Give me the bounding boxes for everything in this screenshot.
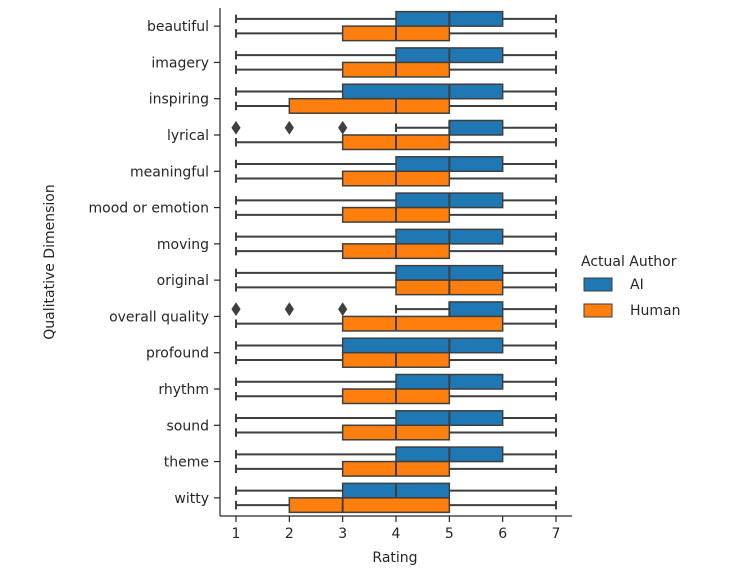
box-theme-human (235, 460, 557, 477)
y-tick-label: rhythm (158, 382, 209, 398)
iqr-box (341, 315, 504, 332)
y-tick-label: inspiring (149, 92, 209, 108)
box-lyrical-ai (231, 119, 557, 136)
box-profound-ai (235, 337, 557, 354)
x-axis-title: Rating (372, 550, 417, 566)
box-meaningful-human (235, 170, 557, 187)
box-sound-ai (235, 410, 557, 427)
y-tick-label: meaningful (130, 164, 209, 180)
box-original-human (235, 279, 557, 296)
y-axis-title: Qualitative Dimension (42, 184, 58, 339)
x-tick-label: 1 (232, 526, 241, 542)
legend-swatch-ai (583, 277, 613, 292)
y-tick-label: overall quality (109, 309, 209, 325)
flier-point (284, 120, 294, 135)
y-tick-label: original (157, 273, 209, 289)
x-tick-label: 5 (445, 526, 454, 542)
x-tick-label: 7 (552, 526, 561, 542)
x-tick-label: 4 (392, 526, 401, 542)
iqr-box (341, 337, 504, 354)
box-moving-human (235, 243, 557, 260)
x-tick-label: 3 (338, 526, 347, 542)
y-tick-label: beautiful (147, 19, 209, 35)
y-tick-label: mood or emotion (88, 201, 209, 217)
box-profound-human (235, 351, 557, 368)
box-witty-ai (235, 482, 557, 499)
box-mood-or-emotion-ai (235, 192, 557, 209)
box-rhythm-human (235, 388, 557, 405)
legend: Actual Author AI Human (581, 254, 681, 319)
x-tick-label: 6 (498, 526, 507, 542)
y-tick-label: theme (164, 455, 209, 471)
flier-point (338, 120, 348, 135)
iqr-box (288, 497, 451, 514)
y-tick-label: witty (174, 491, 209, 507)
y-tick-label: lyrical (167, 128, 209, 144)
box-imagery-ai (235, 47, 557, 64)
y-tick-label: sound (167, 418, 210, 434)
legend-swatch-human (583, 303, 613, 318)
flier-point (284, 302, 294, 317)
legend-label-human: Human (630, 303, 681, 319)
iqr-box (341, 83, 504, 100)
flier-point (338, 302, 348, 317)
box-sound-human (235, 424, 557, 441)
box-theme-ai (235, 446, 557, 463)
y-tick-label: profound (146, 346, 209, 362)
box-rhythm-ai (235, 373, 557, 390)
box-inspiring-human (235, 97, 557, 114)
box-inspiring-ai (235, 83, 557, 100)
iqr-box (448, 119, 504, 136)
box-mood-or-emotion-human (235, 206, 557, 223)
box-overall-quality-ai (231, 301, 557, 318)
iqr-box (448, 301, 504, 318)
box-overall-quality-human (235, 315, 557, 332)
y-tick-label: imagery (151, 55, 209, 71)
box-beautiful-ai (235, 10, 557, 27)
box-lyrical-human (235, 134, 557, 151)
flier-point (231, 120, 241, 135)
iqr-box (288, 97, 451, 114)
legend-label-ai: AI (630, 277, 644, 293)
x-tick-label: 2 (285, 526, 294, 542)
box-witty-human (235, 497, 557, 514)
y-tick-label: moving (157, 237, 209, 253)
box-meaningful-ai (235, 156, 557, 173)
plot-marks (231, 10, 557, 514)
flier-point (231, 302, 241, 317)
box-original-ai (235, 264, 557, 281)
legend-title: Actual Author (581, 254, 677, 270)
box-imagery-human (235, 61, 557, 78)
box-beautiful-human (235, 25, 557, 42)
box-moving-ai (235, 228, 557, 245)
axes: beautiful imagery inspiring lyrical meaningf… (88, 8, 572, 542)
